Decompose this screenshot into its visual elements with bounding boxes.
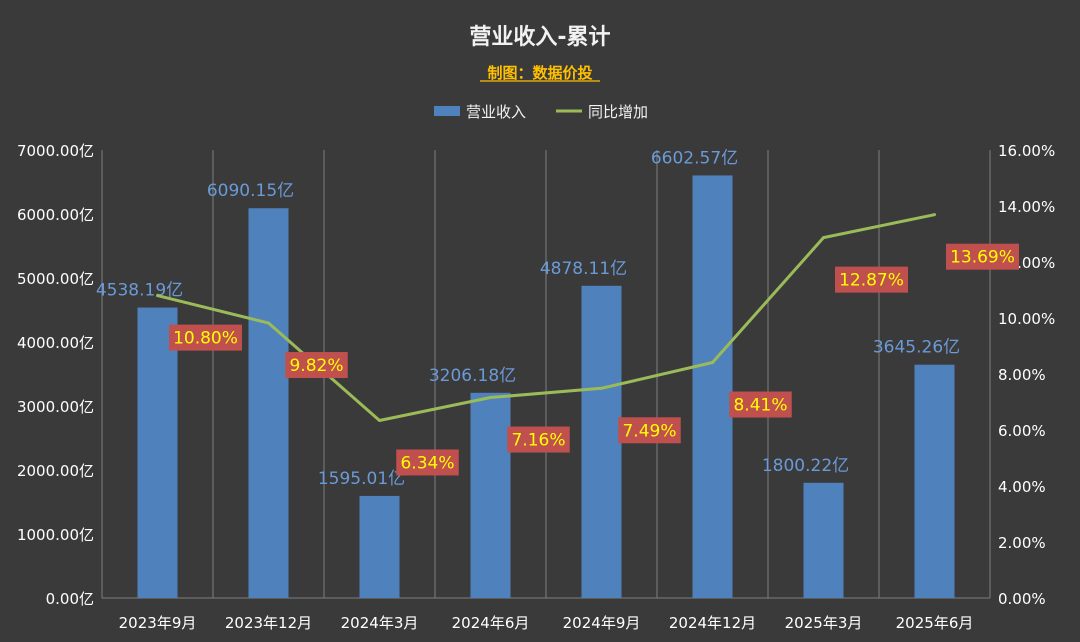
left-axis-tick-label: 0.00亿 <box>46 590 94 608</box>
legend-bar-label: 营业收入 <box>466 103 526 121</box>
line-point <box>267 321 270 325</box>
line-value-label-box <box>835 266 908 293</box>
bar <box>248 208 289 598</box>
line-point <box>489 396 492 400</box>
x-axis-tick-label: 2023年12月 <box>225 614 312 632</box>
line-value-label: 6.34% <box>396 449 459 476</box>
line-point <box>378 418 381 422</box>
line-value-label: 7.16% <box>507 426 570 453</box>
line-value-label: 8.41% <box>729 391 792 418</box>
bar-series <box>137 175 955 598</box>
line-point <box>933 213 936 217</box>
line-point <box>711 361 714 365</box>
line-point <box>156 294 159 298</box>
line-value-label-box <box>946 243 1019 270</box>
line-point <box>600 386 603 390</box>
right-axis-tick-label: 16.00% <box>998 142 1055 160</box>
line-series <box>156 213 936 422</box>
right-axis-tick-label: 0.00% <box>998 590 1046 608</box>
bar-value-label: 3206.18亿 <box>429 366 516 386</box>
left-axis-tick-label: 6000.00亿 <box>17 206 94 224</box>
line-value-label-text: 10.80% <box>173 329 238 349</box>
line-value-label: 13.69% <box>946 243 1019 270</box>
legend-line-label: 同比增加 <box>588 103 648 121</box>
x-axis: 2023年9月 2023年12月 2024年3月 2024年6月 2024年9月 2024… <box>119 614 974 632</box>
line-value-label-text: 7.49% <box>622 421 676 441</box>
right-axis-tick-label: 10.00% <box>998 310 1055 328</box>
bar <box>803 482 844 598</box>
bar-value-label: 6602.57亿 <box>651 148 738 168</box>
left-axis-tick-label: 5000.00亿 <box>17 270 94 288</box>
bar <box>359 495 400 598</box>
bar-value-label: 1800.22亿 <box>762 456 849 476</box>
x-axis-tick-label: 2024年6月 <box>452 614 530 632</box>
right-axis-tick-label: 4.00% <box>998 478 1046 496</box>
bar-value-label: 6090.15亿 <box>207 181 294 201</box>
bar <box>470 392 511 598</box>
line-data-labels: 10.80% 9.82% 6.34% 7.16% 7.49% 8.41% 12.87% 13.… <box>169 243 1019 476</box>
left-axis: 0.00亿 1000.00亿 2000.00亿 3000.00亿 4000.00亿 500… <box>17 142 94 608</box>
bar-data-labels: 4538.19亿6090.15亿1595.01亿3206.18亿4878.11亿… <box>96 148 960 488</box>
line-value-label: 7.49% <box>618 417 681 444</box>
bar-value-label: 4878.11亿 <box>540 259 627 279</box>
growth-line <box>157 213 935 422</box>
left-axis-tick-label: 7000.00亿 <box>17 142 94 160</box>
chart-subtitle: 制图：数据价投 <box>487 64 592 82</box>
x-axis-tick-label: 2024年3月 <box>341 614 419 632</box>
right-axis-tick-label: 8.00% <box>998 366 1046 384</box>
right-axis-tick-label: 14.00% <box>998 198 1055 216</box>
bar-value-label: 3645.26亿 <box>873 338 960 358</box>
x-axis-tick-label: 2025年3月 <box>785 614 863 632</box>
legend-bar-swatch <box>434 106 460 116</box>
line-value-label-text: 7.16% <box>511 431 565 451</box>
line-value-label-text: 12.87% <box>839 271 904 291</box>
line-value-label: 12.87% <box>835 266 908 293</box>
line-value-label-text: 13.69% <box>950 248 1015 268</box>
legend: 营业收入 同比增加 <box>434 103 648 121</box>
bar <box>137 307 178 598</box>
line-value-label-text: 6.34% <box>400 453 454 473</box>
x-axis-tick-label: 2025年6月 <box>896 614 974 632</box>
line-value-label-text: 8.41% <box>733 396 787 416</box>
right-axis-tick-label: 6.00% <box>998 422 1046 440</box>
chart-title: 营业收入-累计 <box>469 24 610 50</box>
line-value-label-box <box>507 426 570 453</box>
left-axis-tick-label: 1000.00亿 <box>17 526 94 544</box>
line-value-label-box <box>285 352 348 379</box>
left-axis-tick-label: 2000.00亿 <box>17 462 94 480</box>
bar <box>914 364 955 598</box>
left-axis-tick-label: 3000.00亿 <box>17 398 94 416</box>
line-value-label-text: 9.82% <box>289 356 343 376</box>
bar-value-label: 1595.01亿 <box>318 469 405 489</box>
right-axis: 0.00%2.00%4.00%6.00%8.00%10.00%12.00%14.… <box>998 142 1055 608</box>
line-value-label-box <box>396 449 459 476</box>
line-value-label-box <box>618 417 681 444</box>
x-axis-tick-label: 2023年9月 <box>119 614 197 632</box>
right-axis-tick-label: 2.00% <box>998 534 1046 552</box>
line-value-label: 10.80% <box>169 324 242 351</box>
x-axis-tick-label: 2024年12月 <box>669 614 756 632</box>
line-value-label-box <box>169 324 242 351</box>
line-point <box>822 236 825 240</box>
line-value-label: 9.82% <box>285 352 348 379</box>
x-axis-tick-label: 2024年9月 <box>563 614 641 632</box>
bar <box>581 285 622 598</box>
left-axis-tick-label: 4000.00亿 <box>17 334 94 352</box>
line-value-label-box <box>729 391 792 418</box>
bar <box>692 175 733 598</box>
